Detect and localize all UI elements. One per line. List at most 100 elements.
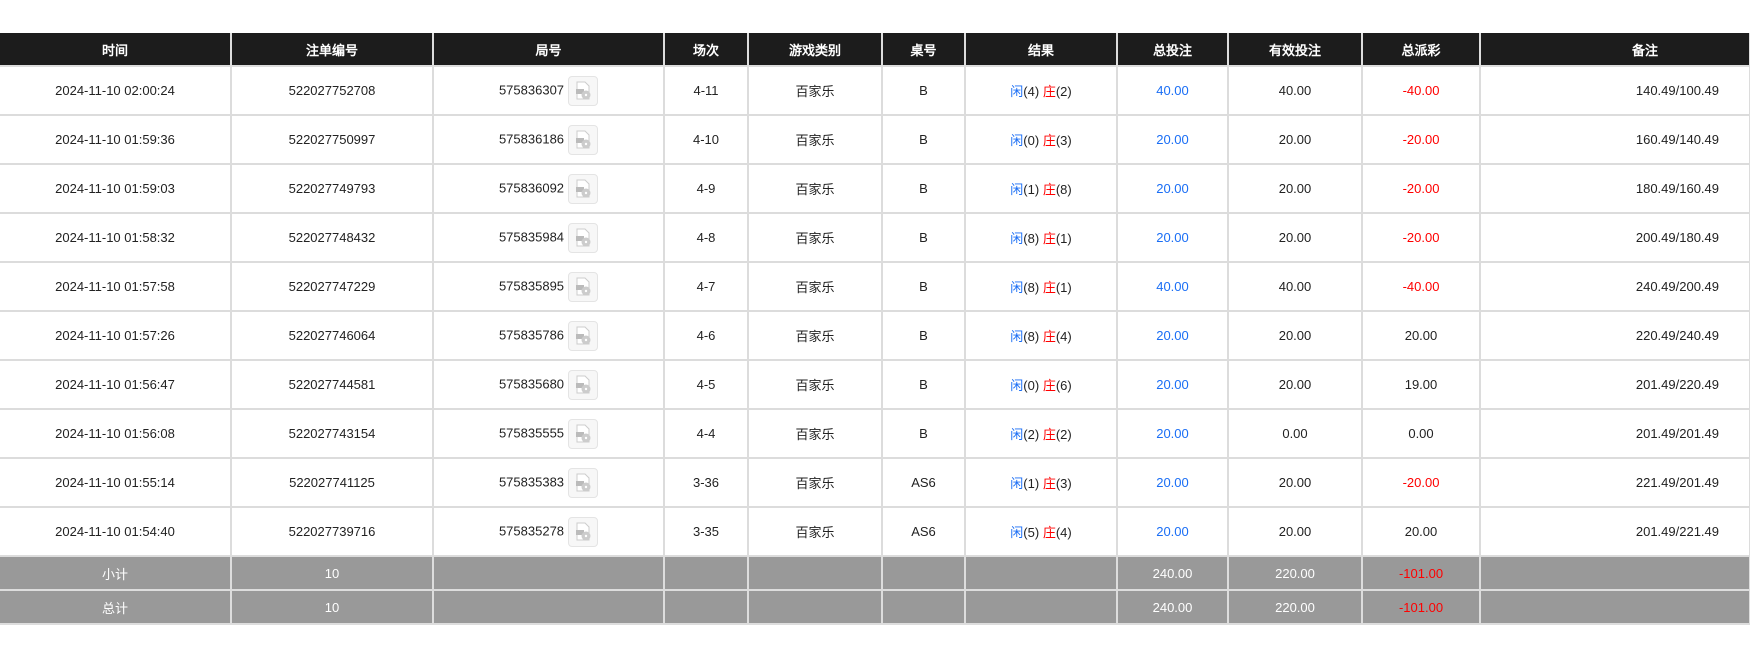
summary-total-bet: 240.00 — [1116, 555, 1229, 591]
summary-payout: -101.00 — [1361, 589, 1481, 625]
shoe: 4-6 — [663, 310, 749, 361]
header-payout: 总派彩 — [1361, 33, 1481, 66]
banker-label: 庄 — [1042, 231, 1056, 246]
round-number: 575835383 — [498, 473, 565, 489]
video-replay-icon[interactable] — [568, 173, 599, 204]
summary-label: 总计 — [0, 589, 232, 625]
total-bet: 20.00 — [1116, 114, 1229, 165]
game-type: 百家乐 — [747, 359, 883, 410]
total-bet: 20.00 — [1116, 359, 1229, 410]
video-replay-icon[interactable] — [568, 516, 599, 547]
player-label: 闲 — [1010, 378, 1024, 393]
round-cell: 575835680 — [432, 359, 665, 410]
round-number: 575835786 — [498, 326, 565, 342]
table-row: 2024-11-10 02:00:24 522027752708 5758363… — [0, 65, 1750, 116]
header-valid-bet: 有效投注 — [1227, 33, 1363, 66]
empty-cell — [1479, 589, 1750, 625]
result: 闲(5) 庄(4) — [964, 506, 1118, 557]
result: 闲(8) 庄(4) — [964, 310, 1118, 361]
header-time: 时间 — [0, 33, 232, 66]
banker-label: 庄 — [1042, 280, 1056, 295]
valid-bet: 40.00 — [1227, 261, 1363, 312]
time: 2024-11-10 01:59:36 — [0, 114, 232, 165]
banker-score: (1) — [1055, 231, 1072, 246]
empty-cell — [1479, 555, 1750, 591]
note: 180.49/160.49 — [1479, 163, 1750, 214]
header-note: 备注 — [1479, 33, 1750, 66]
time: 2024-11-10 01:57:58 — [0, 261, 232, 312]
empty-cell — [881, 555, 966, 591]
player-label: 闲 — [1010, 182, 1024, 197]
player-label: 闲 — [1010, 329, 1024, 344]
banker-label: 庄 — [1042, 378, 1056, 393]
video-replay-icon[interactable] — [568, 124, 599, 155]
shoe: 3-36 — [663, 457, 749, 508]
video-replay-icon[interactable] — [568, 271, 599, 302]
player-label: 闲 — [1010, 280, 1024, 295]
table-number: B — [881, 163, 966, 214]
payout: 20.00 — [1361, 506, 1481, 557]
banker-score: (4) — [1055, 525, 1072, 540]
valid-bet: 20.00 — [1227, 212, 1363, 263]
video-replay-icon[interactable] — [568, 320, 599, 351]
round-cell: 575836186 — [432, 114, 665, 165]
game-type: 百家乐 — [747, 310, 883, 361]
note: 240.49/200.49 — [1479, 261, 1750, 312]
table-row: 2024-11-10 01:57:58 522027747229 5758358… — [0, 261, 1750, 312]
valid-bet: 20.00 — [1227, 114, 1363, 165]
round-number: 575835680 — [498, 375, 565, 391]
video-replay-icon[interactable] — [568, 467, 599, 498]
result: 闲(2) 庄(2) — [964, 408, 1118, 459]
payout: 0.00 — [1361, 408, 1481, 459]
empty-cell — [432, 589, 665, 625]
time: 2024-11-10 01:56:08 — [0, 408, 232, 459]
table-number: B — [881, 408, 966, 459]
empty-cell — [964, 555, 1118, 591]
player-label: 闲 — [1010, 476, 1024, 491]
total-bet: 40.00 — [1116, 261, 1229, 312]
game-type: 百家乐 — [747, 65, 883, 116]
shoe: 4-8 — [663, 212, 749, 263]
shoe: 4-11 — [663, 65, 749, 116]
round-number: 575835278 — [498, 522, 565, 538]
game-type: 百家乐 — [747, 506, 883, 557]
payout: -20.00 — [1361, 212, 1481, 263]
total-bet: 40.00 — [1116, 65, 1229, 116]
time: 2024-11-10 01:54:40 — [0, 506, 232, 557]
payout: 19.00 — [1361, 359, 1481, 410]
player-score: (0) — [1023, 378, 1040, 393]
round-cell: 575835984 — [432, 212, 665, 263]
player-score: (8) — [1023, 231, 1040, 246]
bet-id: 522027750997 — [230, 114, 434, 165]
note: 200.49/180.49 — [1479, 212, 1750, 263]
header-table: 桌号 — [881, 33, 966, 66]
banker-score: (4) — [1055, 329, 1072, 344]
video-replay-icon[interactable] — [568, 222, 599, 253]
empty-cell — [663, 589, 749, 625]
table-row: 2024-11-10 01:59:36 522027750997 5758361… — [0, 114, 1750, 165]
valid-bet: 20.00 — [1227, 506, 1363, 557]
valid-bet: 40.00 — [1227, 65, 1363, 116]
note: 140.49/100.49 — [1479, 65, 1750, 116]
payout: -20.00 — [1361, 114, 1481, 165]
shoe: 4-9 — [663, 163, 749, 214]
video-replay-icon[interactable] — [568, 75, 599, 106]
banker-label: 庄 — [1042, 182, 1056, 197]
video-replay-icon[interactable] — [568, 418, 599, 449]
banker-label: 庄 — [1042, 329, 1056, 344]
empty-cell — [432, 555, 665, 591]
summary-label: 小计 — [0, 555, 232, 591]
payout: -40.00 — [1361, 65, 1481, 116]
time: 2024-11-10 01:56:47 — [0, 359, 232, 410]
round-cell: 575835555 — [432, 408, 665, 459]
time: 2024-11-10 01:58:32 — [0, 212, 232, 263]
time: 2024-11-10 01:57:26 — [0, 310, 232, 361]
round-cell: 575835278 — [432, 506, 665, 557]
summary-valid-bet: 220.00 — [1227, 589, 1363, 625]
round-cell: 575835895 — [432, 261, 665, 312]
result: 闲(1) 庄(8) — [964, 163, 1118, 214]
video-replay-icon[interactable] — [568, 369, 599, 400]
header-result: 结果 — [964, 33, 1118, 66]
total-bet: 20.00 — [1116, 310, 1229, 361]
result: 闲(1) 庄(3) — [964, 457, 1118, 508]
